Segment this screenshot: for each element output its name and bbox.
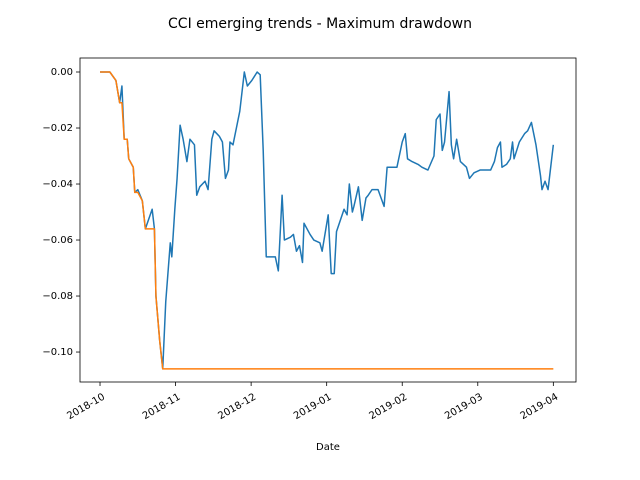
x-axis-label: Date	[316, 442, 340, 453]
x-tick-label: 2018-10	[65, 392, 107, 422]
x-tick-label: 2018-12	[216, 392, 258, 422]
y-tick-label: −0.06	[42, 235, 73, 246]
y-tick-label: −0.02	[42, 123, 73, 134]
x-tick-label: 2019-03	[443, 392, 485, 422]
y-tick-label: −0.10	[42, 347, 73, 358]
y-tick-label: −0.04	[42, 179, 73, 190]
chart-title: CCI emerging trends - Maximum drawdown	[168, 16, 472, 32]
line-series	[100, 71, 554, 370]
x-tick-label: 2018-11	[141, 392, 183, 422]
axes-frame	[79, 57, 577, 383]
y-tick-label: −0.08	[42, 291, 73, 302]
x-tick-label: 2019-04	[519, 392, 561, 422]
y-tick-label: 0.00	[51, 67, 73, 78]
x-tick-label: 2019-01	[292, 392, 334, 422]
line-series	[100, 71, 555, 370]
x-tick-label: 2019-02	[368, 392, 410, 422]
